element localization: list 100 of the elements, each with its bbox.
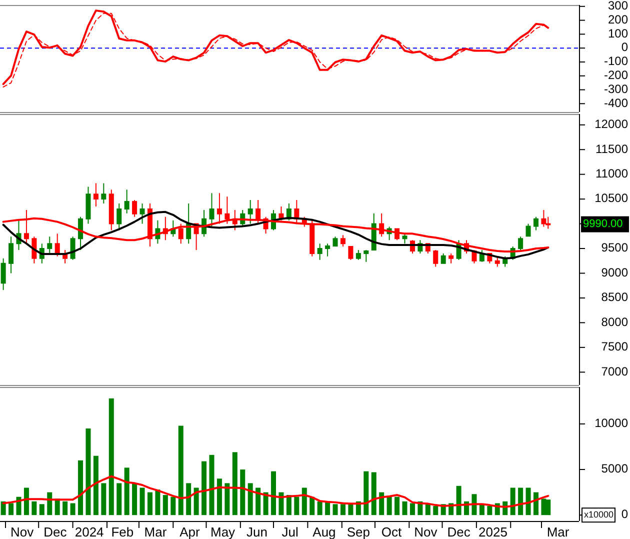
bar [39,504,44,516]
candlestick [0,258,6,291]
x-tick-label: Mar [144,524,168,539]
y-tick-label: 9000 [601,265,628,280]
y-tick-label: 7000 [601,364,628,378]
candlestick [86,186,91,224]
x-tick-label: Dec [44,524,68,539]
x-tick-label: Jul [282,524,298,539]
bar [456,486,462,516]
bar [140,488,145,516]
y-tick-label: 9500 [601,240,628,255]
bar [86,428,91,516]
bar [216,478,222,516]
bar [93,456,98,516]
y-tick-label: 10000 [594,416,628,430]
bar [232,452,238,516]
candlestick [108,189,114,231]
bar [433,506,438,516]
bar [62,501,68,516]
y-tick-label: 11500 [596,142,628,156]
x-tick-label: Oct [381,524,402,539]
bar [487,506,492,516]
bar [340,504,346,516]
bar [402,501,408,516]
bar [371,472,376,516]
candlestick [209,192,214,228]
bar [162,495,168,516]
bar [116,483,122,516]
bar [194,488,199,516]
candlestick [533,216,538,231]
candlestick [356,249,361,260]
bar [155,490,160,516]
candlestick [440,252,446,264]
x-tick-label: Mar [546,524,570,539]
candlestick [132,200,138,218]
bar [132,483,138,516]
y-tick-label: 5000 [601,462,628,476]
x-tick-label: Sep [346,524,370,539]
line-series [2,475,550,508]
bar [24,488,29,516]
y-tick-label: 11000 [596,166,628,181]
y-tick-label: 10500 [594,191,628,206]
bar [124,468,130,516]
candlestick [93,182,98,207]
candlestick [518,236,524,250]
candlestick [340,234,346,248]
y-tick-label: -100 [604,54,628,68]
bar [101,483,106,516]
bar [170,496,176,516]
bar [510,488,516,516]
bar [47,492,52,516]
bar [263,492,268,516]
x-tick-label: Apr [180,524,200,539]
x-tick-label: May [210,524,236,539]
x-tick-label: Aug [312,524,336,539]
bar [8,503,14,516]
y-tick-label: 0 [621,40,628,54]
bar [526,488,531,516]
candlestick [178,223,184,244]
bar [186,483,192,516]
bar [248,483,253,516]
bar [224,483,230,516]
candlestick [526,223,531,238]
bar [108,398,114,516]
y-tick-label: 200 [608,12,628,26]
candlestick [140,203,145,224]
bar [178,426,184,516]
candlestick [47,236,52,254]
candlestick [8,236,14,274]
candlestick [248,200,253,224]
bar [147,492,152,516]
bar [302,488,307,516]
bar [394,496,400,516]
x-tick-label: 2024 [74,524,104,539]
x-tick-label: Nov [10,524,34,539]
bar [294,496,300,516]
y-tick-label: 12000 [594,117,628,132]
bar [332,504,338,516]
bar [386,496,392,516]
x-tick-label: Jun [246,524,268,539]
y-tick-label: 8000 [601,314,628,329]
bar [271,471,276,516]
y-tick-label: 0 [621,507,628,522]
bar [425,504,430,516]
bar [256,488,261,516]
candlestick [448,252,454,264]
candlestick [54,233,60,257]
bar [379,492,384,516]
candlestick [101,182,106,204]
bar [209,454,214,516]
candlestick [317,243,322,260]
bar [310,496,315,516]
candlestick [116,203,122,231]
bar [78,460,84,516]
candlestick [325,243,330,257]
candlestick [541,209,546,228]
y-tick-label: 300 [608,0,628,13]
bar [410,503,415,516]
candlestick [433,249,438,268]
text: 9990.00 [583,218,623,230]
